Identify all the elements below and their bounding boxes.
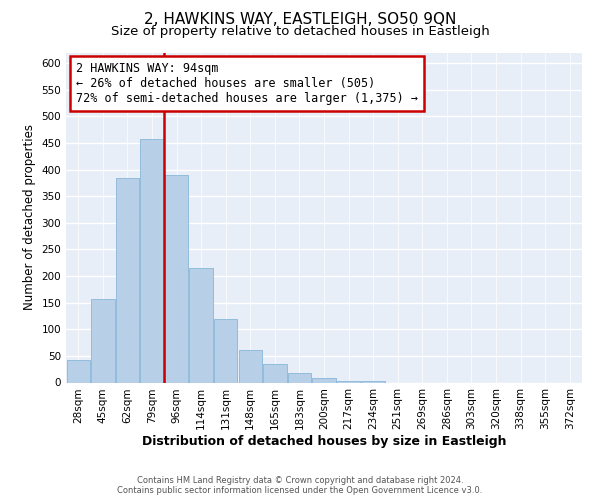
Text: 2 HAWKINS WAY: 94sqm
← 26% of detached houses are smaller (505)
72% of semi-deta: 2 HAWKINS WAY: 94sqm ← 26% of detached h…: [76, 62, 418, 106]
Bar: [313, 378, 335, 382]
Bar: [337, 381, 360, 382]
Bar: [140, 138, 164, 382]
Text: Size of property relative to detached houses in Eastleigh: Size of property relative to detached ho…: [110, 25, 490, 38]
X-axis label: Distribution of detached houses by size in Eastleigh: Distribution of detached houses by size …: [142, 435, 506, 448]
Bar: [116, 178, 139, 382]
Bar: [214, 318, 238, 382]
Text: Contains HM Land Registry data © Crown copyright and database right 2024.
Contai: Contains HM Land Registry data © Crown c…: [118, 476, 482, 495]
Bar: [239, 350, 262, 382]
Bar: [91, 299, 115, 382]
Text: 2, HAWKINS WAY, EASTLEIGH, SO50 9QN: 2, HAWKINS WAY, EASTLEIGH, SO50 9QN: [144, 12, 456, 28]
Bar: [288, 373, 311, 382]
Bar: [165, 175, 188, 382]
Bar: [190, 268, 213, 382]
Bar: [67, 360, 90, 382]
Bar: [263, 364, 287, 382]
Y-axis label: Number of detached properties: Number of detached properties: [23, 124, 36, 310]
Bar: [361, 381, 385, 382]
